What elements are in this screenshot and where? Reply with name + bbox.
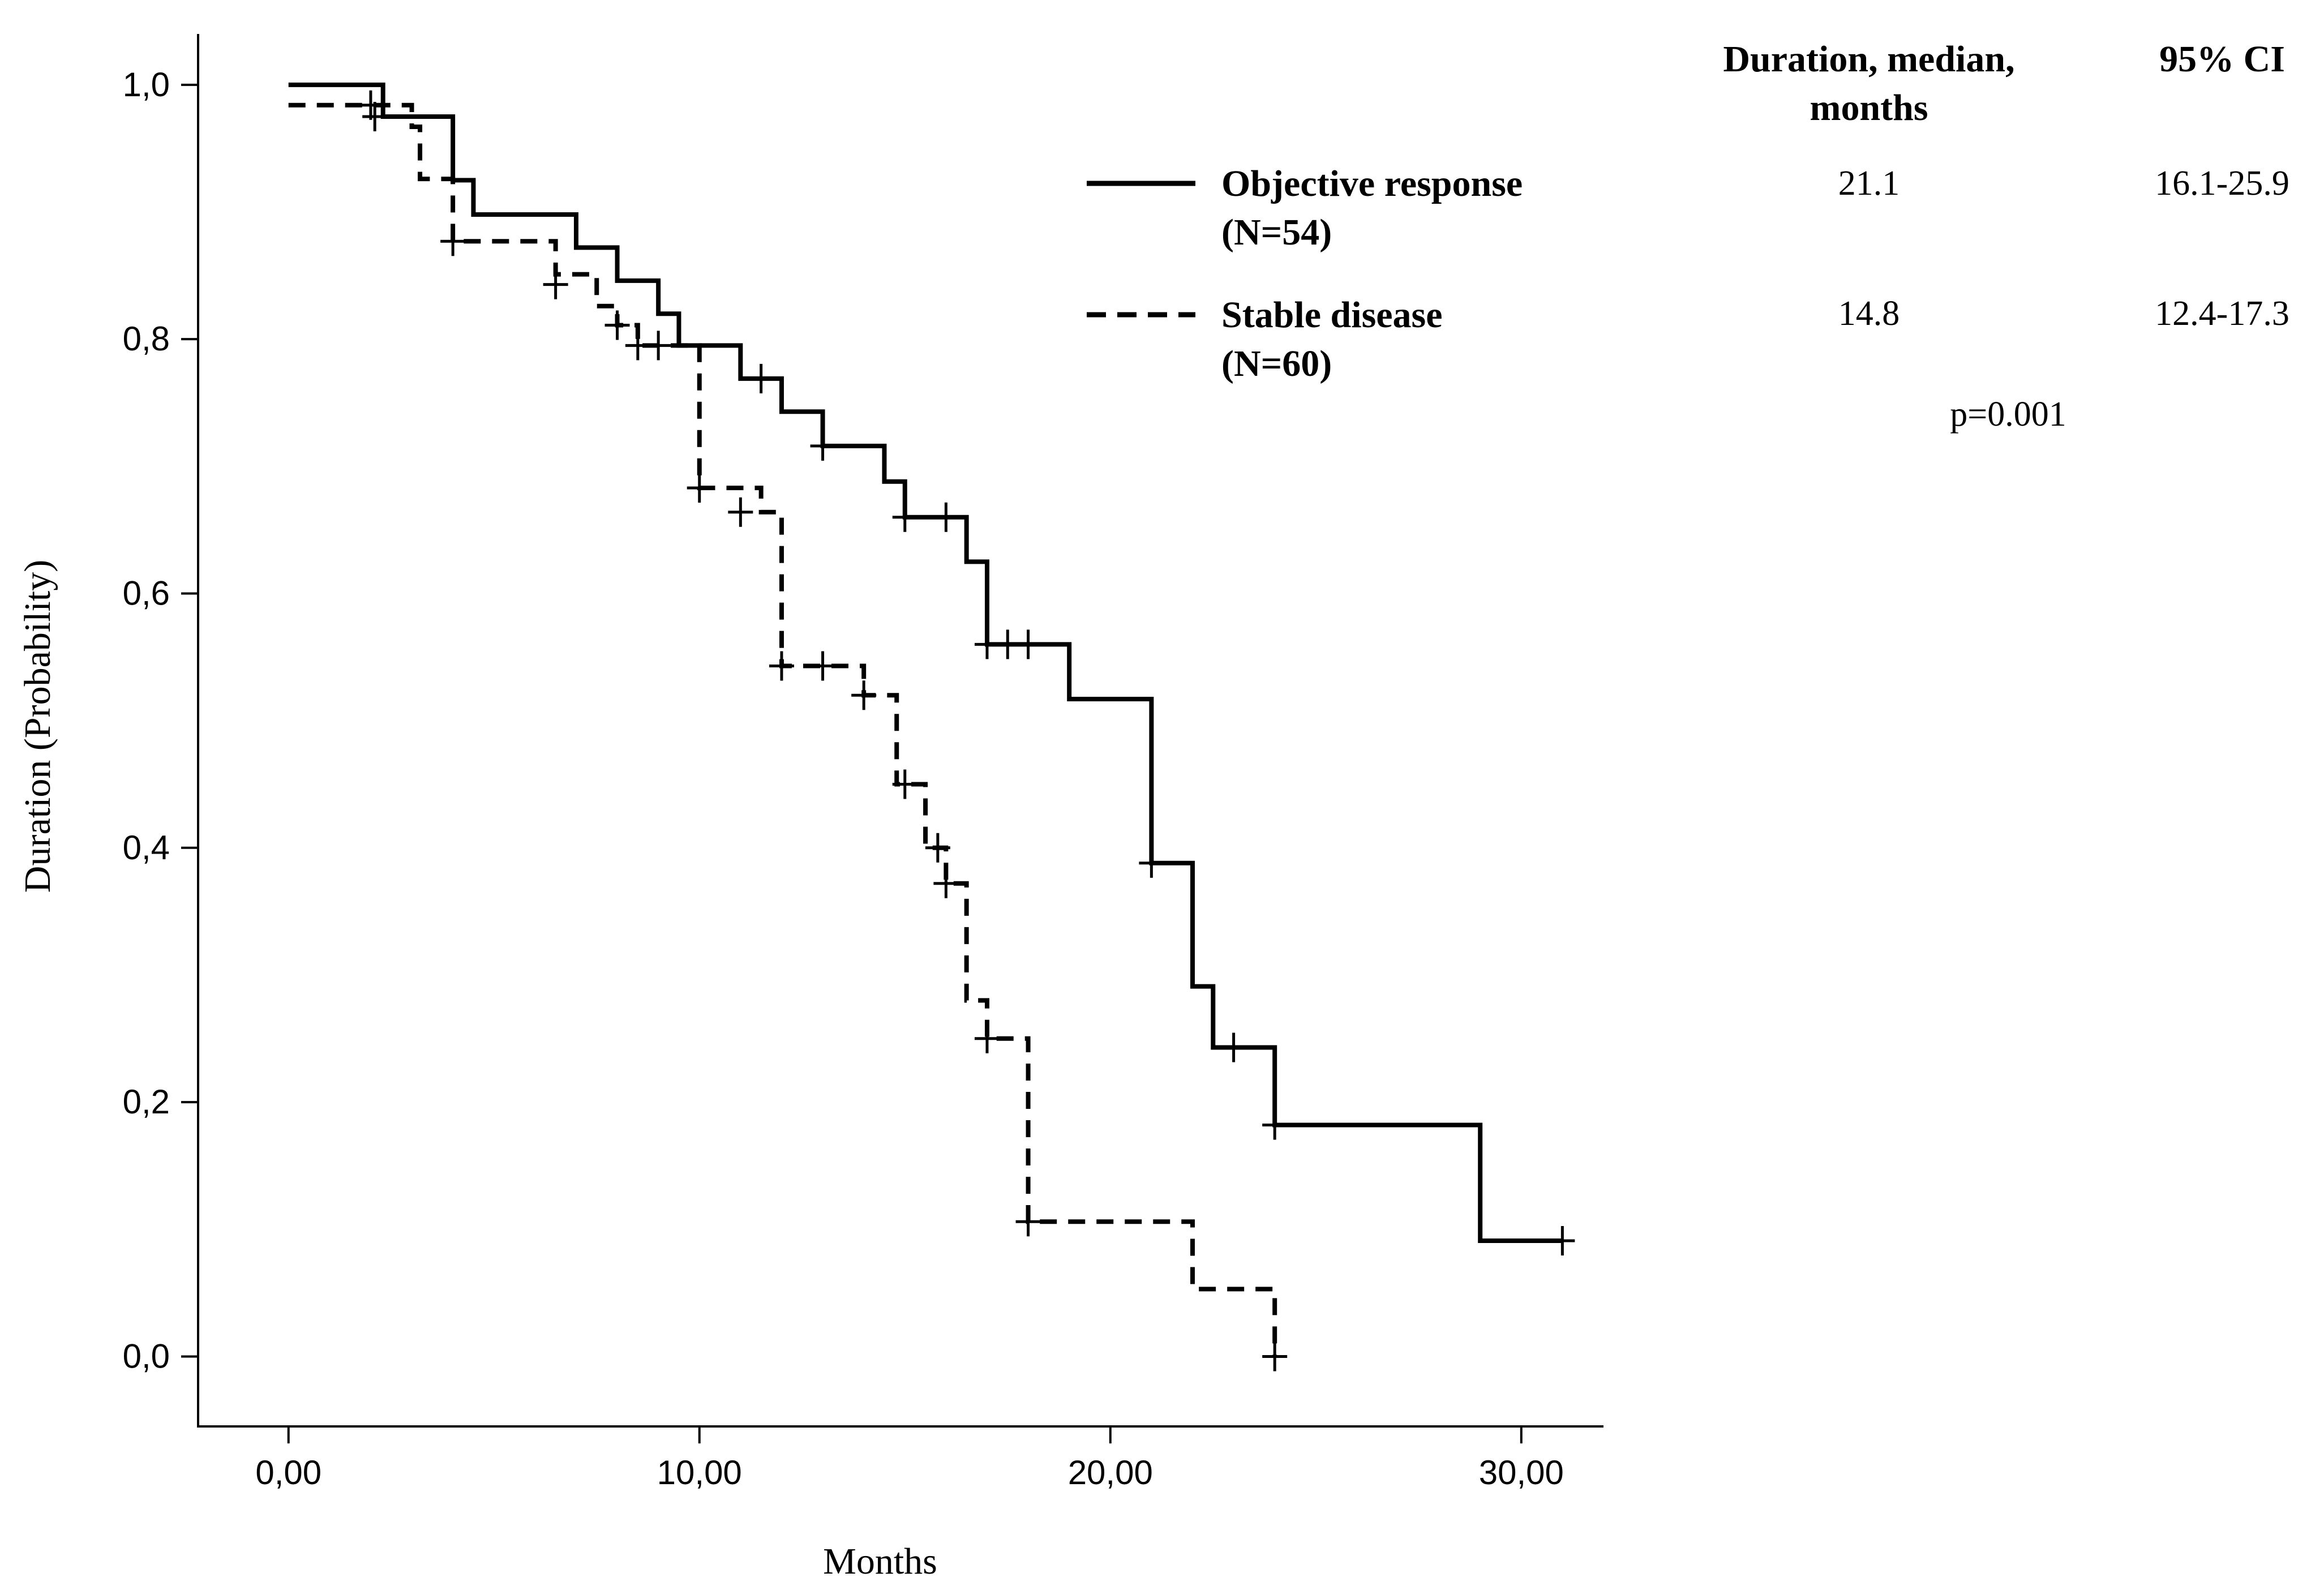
censor-mark-stable-disease	[892, 769, 917, 799]
table-cell-duration-objective-response: 21.1	[1838, 164, 1900, 203]
censor-mark-objective-response	[748, 363, 774, 393]
censor-mark-stable-disease	[851, 680, 877, 710]
legend-label-stable-disease: Stable disease	[1221, 294, 1443, 336]
y-tick-label: 1,0	[123, 66, 170, 104]
axes	[197, 34, 1603, 1428]
censor-mark-stable-disease	[810, 651, 835, 681]
table-header-duration-unit: months	[1810, 87, 1928, 128]
censor-mark-stable-disease	[543, 269, 568, 299]
censor-mark-stable-disease	[358, 90, 383, 120]
y-tick-label: 0,6	[123, 574, 170, 612]
table-header-duration: Duration, median,	[1723, 38, 2014, 80]
y-tick-label: 0,2	[123, 1083, 170, 1121]
p-value: p=0.001	[1950, 395, 2066, 434]
censor-mark-objective-response	[810, 431, 835, 461]
table-cell-ci-stable-disease: 12.4-17.3	[2155, 294, 2289, 333]
censor-mark-stable-disease	[1262, 1342, 1288, 1372]
x-tick-label: 0,00	[255, 1454, 321, 1492]
table-cell-ci-objective-response: 16.1-25.9	[2155, 164, 2289, 203]
censor-mark-stable-disease	[440, 226, 466, 256]
x-tick-label: 10,00	[657, 1454, 742, 1492]
censor-mark-objective-response	[1139, 848, 1164, 878]
legend-n-stable-disease: (N=60)	[1221, 343, 1332, 384]
legend-label-objective-response: Objective response	[1221, 163, 1523, 204]
censor-mark-stable-disease	[925, 833, 950, 863]
x-axis-title: Months	[823, 1541, 937, 1582]
x-tick-label: 20,00	[1068, 1454, 1153, 1492]
y-axis-title: Duration (Probability)	[17, 560, 58, 893]
y-tick-label: 0,0	[123, 1337, 170, 1375]
median-duration-table: Duration, median, months 95% CI 21.1 16.…	[1723, 38, 2289, 434]
y-tick-label: 0,8	[123, 320, 170, 358]
censor-mark-objective-response	[1262, 1110, 1288, 1140]
censor-mark-stable-disease	[1015, 1207, 1041, 1237]
censor-mark-stable-disease	[687, 473, 712, 503]
censor-mark-stable-disease	[974, 1023, 1000, 1053]
censor-mark-stable-disease	[728, 497, 753, 527]
censor-mark-objective-response	[933, 502, 959, 532]
censor-mark-stable-disease	[933, 868, 959, 898]
y-tick-label: 0,4	[123, 829, 170, 867]
legend-n-objective-response: (N=54)	[1221, 212, 1332, 253]
survival-curves	[288, 82, 1575, 1372]
x-axis-ticks: 0,00 10,00 20,00 30,00	[255, 1426, 1564, 1492]
table-header-ci: 95% CI	[2159, 38, 2285, 80]
censor-mark-objective-response	[1550, 1226, 1575, 1255]
censor-mark-stable-disease	[769, 651, 794, 681]
x-tick-label: 30,00	[1479, 1454, 1564, 1492]
table-cell-duration-stable-disease: 14.8	[1838, 294, 1900, 333]
censor-mark-stable-disease	[646, 331, 671, 361]
censor-mark-stable-disease	[604, 310, 630, 340]
censor-mark-objective-response	[1221, 1032, 1246, 1062]
curve-objective-response	[288, 82, 1563, 1243]
legend: Objective response (N=54) Stable disease…	[1087, 163, 1523, 384]
curve-stable-disease	[288, 102, 1277, 1357]
y-axis-ticks: 0,0 0,2 0,4 0,6 0,8 1,0	[123, 66, 198, 1375]
censor-mark-objective-response	[892, 502, 917, 532]
censor-mark-objective-response	[1015, 629, 1041, 659]
